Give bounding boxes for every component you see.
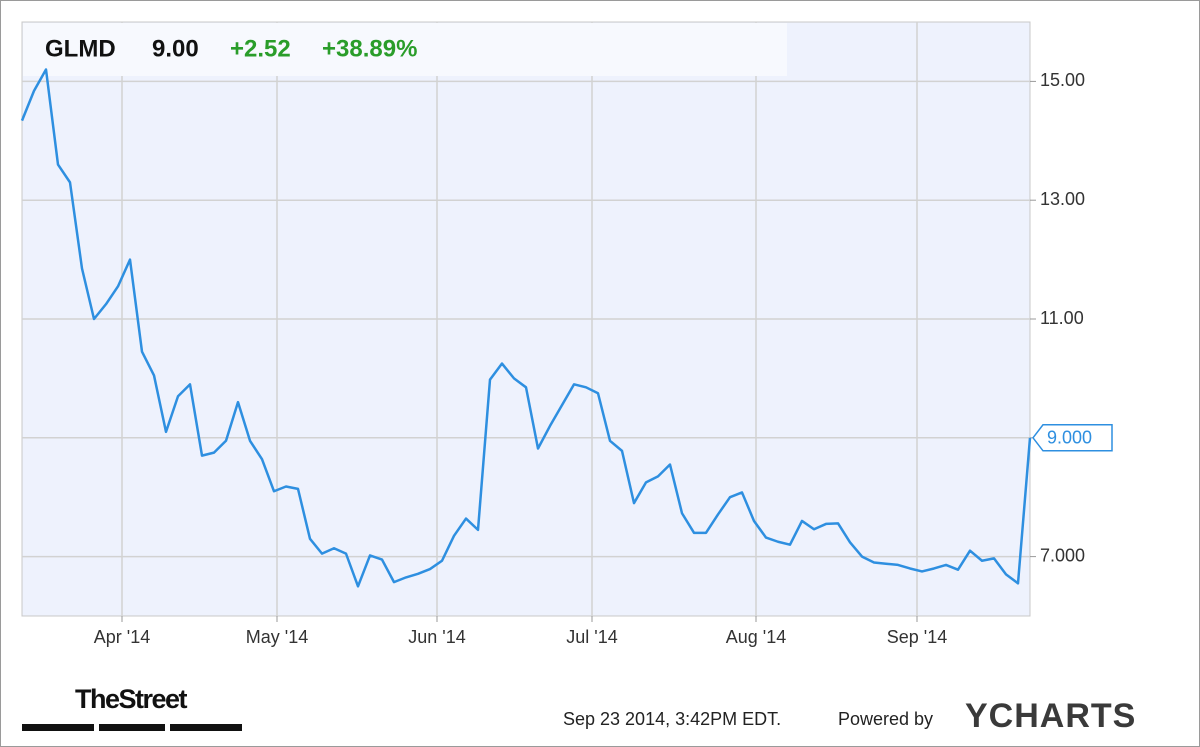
header-band	[23, 23, 787, 76]
x-tick-label: May '14	[246, 627, 308, 647]
publisher-logo: TheStreet	[75, 684, 188, 714]
last-value-label: 9.000	[1047, 428, 1092, 448]
brand-logo: YCHARTS	[965, 697, 1136, 735]
y-tick-label: 11.00	[1040, 308, 1084, 328]
y-tick-label: 7.000	[1040, 545, 1085, 565]
timestamp: Sep 23 2014, 3:42PM EDT.	[563, 709, 781, 729]
x-tick-label: Apr '14	[94, 627, 150, 647]
x-tick-label: Jun '14	[408, 627, 465, 647]
logo-bar	[170, 724, 242, 731]
x-tick-label: Sep '14	[887, 627, 948, 647]
last-value-flag	[1032, 424, 1113, 452]
grid	[22, 22, 1030, 616]
logo-bar	[99, 724, 165, 731]
change-percent: +38.89%	[322, 35, 417, 62]
x-tick-label: Jul '14	[566, 627, 617, 647]
y-tick-label: 13.00	[1040, 189, 1085, 209]
logo-bar	[22, 724, 94, 731]
x-tick-label: Aug '14	[726, 627, 787, 647]
price-line	[20, 68, 1032, 588]
change: +2.52	[230, 35, 291, 62]
y-tick-label: 15.00	[1040, 70, 1085, 90]
ticker: GLMD	[45, 35, 116, 62]
powered-by: Powered by	[838, 709, 933, 729]
price: 9.00	[152, 35, 199, 62]
